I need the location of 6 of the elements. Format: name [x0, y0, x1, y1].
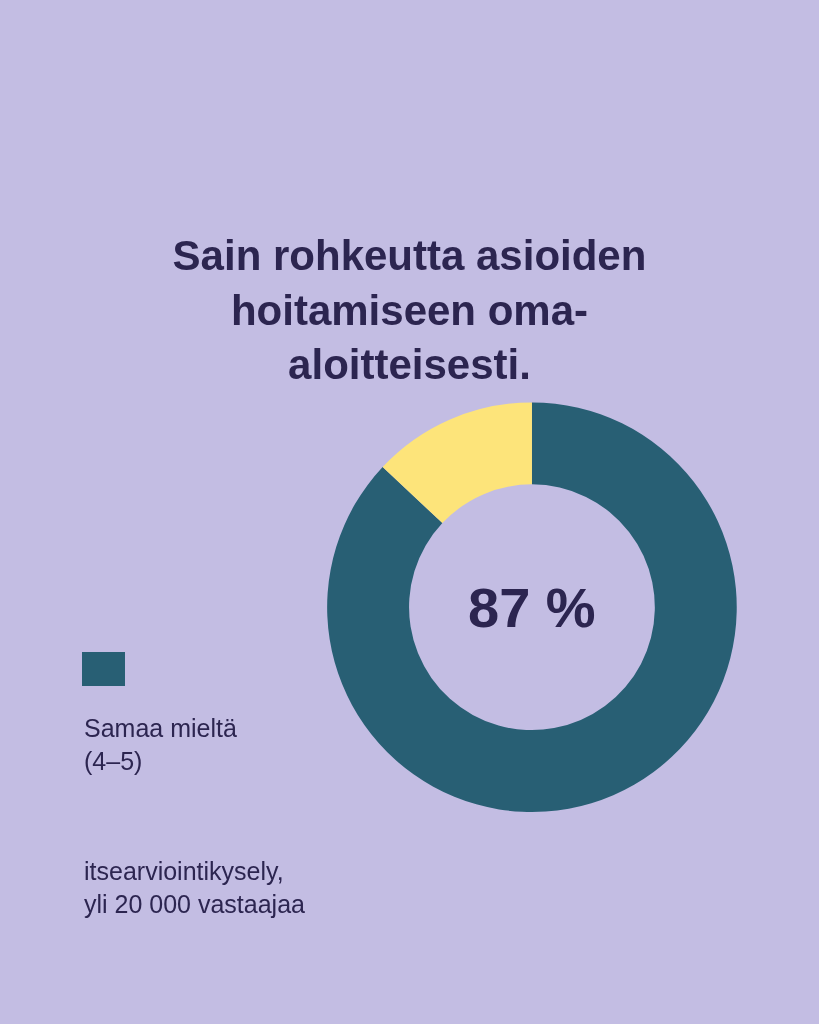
chart-title: Sain rohkeutta asioiden hoitamiseen oma- aloitteisesti. [172, 232, 647, 389]
legend-label: Samaa mieltä (4–5) [84, 714, 237, 775]
text: itsearviointikysely, yli 20 000 vastaajaa [84, 857, 306, 918]
donut-slice [382, 402, 532, 524]
donut-slice [327, 402, 737, 812]
data-label: 87 % [468, 576, 596, 639]
